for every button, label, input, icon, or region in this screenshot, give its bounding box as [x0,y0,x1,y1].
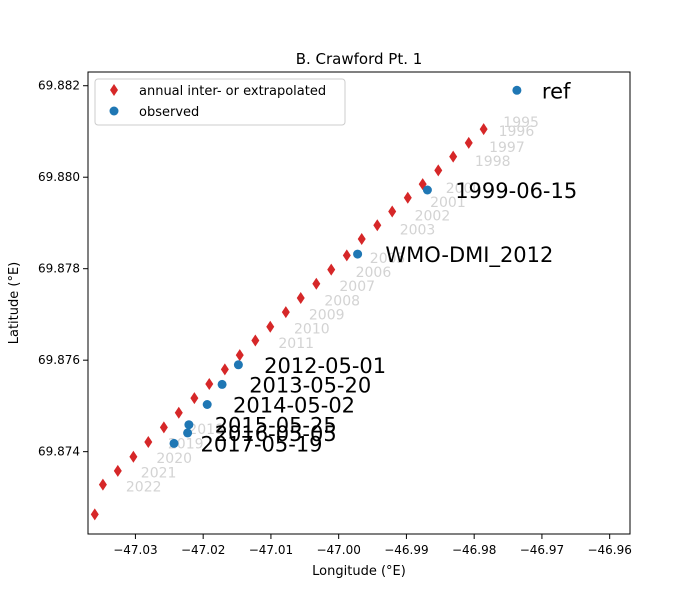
point-annotation: 2017-05-19 [201,432,323,456]
interpolated-point [373,219,382,232]
x-tick-label: −47.02 [181,543,225,557]
observed-point [512,85,522,95]
year-label: 1997 [489,140,525,156]
chart-title: B. Crawford Pt. 1 [296,50,423,68]
observed-point [353,249,363,259]
interpolated-point [388,205,397,218]
year-label: 2011 [278,336,314,352]
interpolated-point [98,478,107,491]
year-label: 2022 [126,480,162,496]
y-tick-label: 69.874 [38,445,80,459]
interpolated-point [296,291,305,304]
year-label: 2018 [188,422,224,438]
observed-point [422,185,432,195]
y-axis-ticks: 69.874 69.876 69.878 69.880 69.882 [38,79,88,459]
interpolated-point [434,164,443,177]
interpolated-point [357,232,366,245]
legend-label-observed: observed [139,105,199,120]
year-label: 2000 [446,181,482,197]
interpolated-point [129,450,138,463]
x-tick-label: −46.99 [384,543,428,557]
interpolated-point [251,334,260,347]
y-tick-label: 69.880 [38,170,80,184]
observed-point [202,400,212,409]
observed-point [169,438,179,448]
legend-circle-marker [109,106,119,116]
year-label: 2021 [141,465,177,481]
interpolated-point [113,464,122,477]
legend-box [94,78,346,126]
year-label: 2008 [324,293,360,309]
observed-point [233,360,243,370]
interpolated-point [205,377,214,390]
interpolated-point [90,508,99,521]
observed-point [217,379,227,389]
interpolated-point [220,363,229,376]
x-axis-label: Longitude (°E) [312,564,406,579]
year-label: 2003 [400,222,436,238]
point-annotation: 2012-05-01 [264,354,386,378]
interpolated-point [312,277,321,290]
interpolated-point [159,421,168,434]
interpolated-point [449,150,458,163]
year-label: 2010 [294,322,330,338]
interpolated-point [464,136,473,149]
interpolated-point [190,392,199,405]
x-tick-label: −47.00 [316,543,360,557]
interpolated-point [327,263,336,276]
legend-label-interpolated: annual inter- or extrapolated [139,84,326,99]
observed-point [183,428,193,438]
interpolated-point [403,191,412,204]
y-tick-label: 69.876 [38,353,80,367]
year-label: 2020 [156,451,192,467]
x-tick-label: −47.01 [249,543,293,557]
year-label: 2005 [370,251,406,267]
interpolated-point [342,249,351,262]
year-label: 2006 [356,265,392,281]
legend: annual inter- or extrapolated observed [94,78,346,126]
year-label: 2001 [430,195,466,211]
year-label: 2007 [339,279,375,295]
year-label: 2002 [415,209,451,225]
year-label: 1996 [499,124,535,140]
point-annotation: 1999-06-15 [455,179,577,203]
year-label: 1995 [503,115,539,131]
point-annotation: WMO-DMI_2012 [385,243,553,268]
observed-point [184,420,194,430]
y-tick-label: 69.878 [38,262,80,276]
plot-frame [87,71,631,535]
interpolated-point [235,349,244,362]
interpolated-point [144,436,153,449]
interpolated-point [266,320,275,333]
interpolated-point [479,123,488,136]
point-annotation: 2015-05-25 [215,414,337,438]
point-annotation: 2016-05-05 [215,422,337,446]
x-tick-label: −46.98 [452,543,496,557]
y-tick-label: 69.882 [38,79,80,93]
legend-diamond-marker [110,84,118,96]
interpolated-point [174,406,183,419]
x-tick-label: −46.97 [520,543,564,557]
x-tick-label: −47.03 [113,543,157,557]
point-annotation: ref [542,79,571,103]
point-annotation: 2014-05-02 [233,394,355,418]
point-annotation: 2013-05-20 [249,373,371,397]
year-label: 1998 [475,154,511,170]
year-label: 2009 [309,308,345,324]
x-axis-ticks: −47.03 −47.02 −47.01 −47.00 −46.99 −46.98 −46.… [113,534,632,557]
y-axis-label: Latitude (°E) [7,262,22,345]
interpolated-points [90,123,488,521]
interpolated-point [281,306,290,319]
point-annotations: ref 1999-06-15 WMO-DMI_2012 2012-05-012013-… [201,79,578,456]
observed-points [169,85,522,448]
x-tick-label: −46.96 [587,543,631,557]
